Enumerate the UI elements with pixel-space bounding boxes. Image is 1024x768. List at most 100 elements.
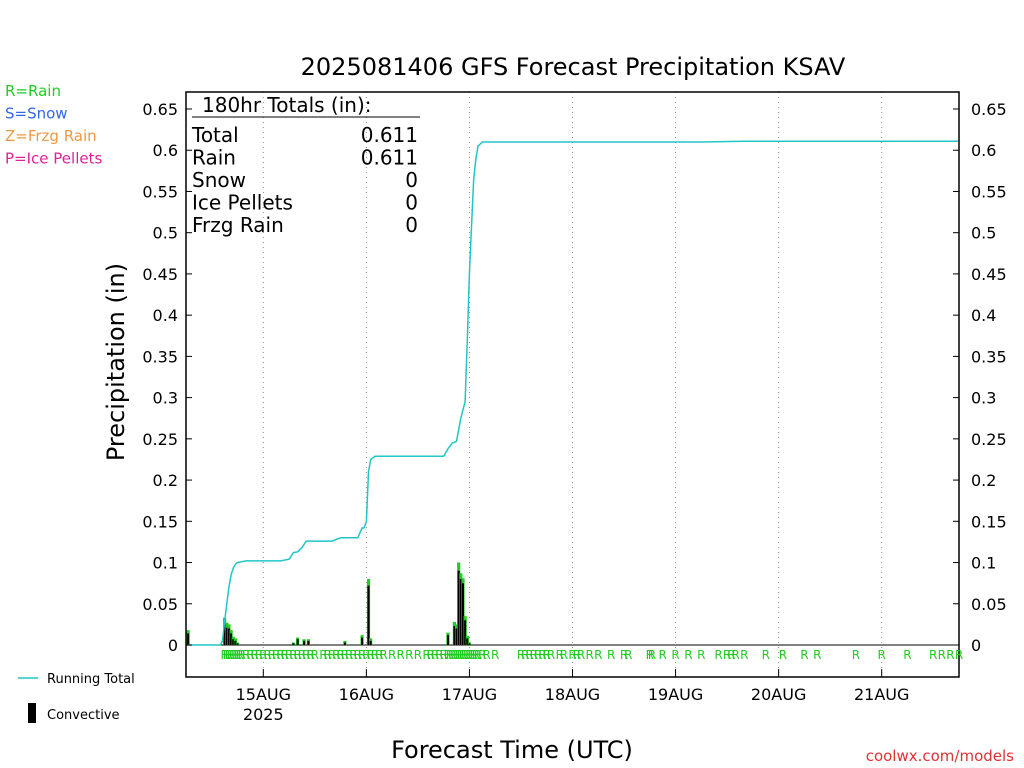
rain-marker: R — [293, 648, 301, 662]
rain-marker: R — [336, 648, 344, 662]
totals-label: Total — [191, 123, 239, 147]
rain-marker: R — [379, 648, 387, 662]
rain-marker: R — [543, 648, 551, 662]
totals-value: 0 — [405, 191, 418, 215]
rain-marker: R — [955, 648, 963, 662]
rain-marker: R — [620, 648, 628, 662]
totals-label: Ice Pellets — [192, 191, 293, 215]
rain-marker: R — [375, 648, 383, 662]
y-tick-label-left: 0.65 — [142, 100, 178, 119]
rain-marker: R — [448, 648, 456, 662]
credit-link[interactable]: coolwx.com/models — [866, 747, 1014, 765]
rain-marker: R — [648, 648, 656, 662]
convective-bar — [296, 639, 299, 645]
rain-marker: R — [259, 648, 267, 662]
y-tick-label-left: 0.2 — [153, 471, 178, 490]
y-tick-label-left: 0.5 — [153, 224, 178, 243]
x-tick-label: 17AUG — [442, 685, 497, 704]
y-tick-label-left: 0.45 — [142, 265, 178, 284]
rain-marker: R — [474, 648, 482, 662]
rain-marker: R — [225, 648, 233, 662]
totals-label: Frzg Rain — [192, 213, 284, 237]
rain-marker: R — [573, 648, 581, 662]
convective-bar — [446, 635, 449, 645]
rain-marker: R — [538, 648, 546, 662]
precip-bars — [186, 562, 472, 645]
running-total-line — [186, 140, 959, 646]
grid-lines — [186, 92, 959, 677]
rain-marker: R — [697, 648, 705, 662]
rain-marker: R — [470, 648, 478, 662]
convective-bar — [303, 640, 306, 645]
rain-marker: R — [231, 648, 239, 662]
rain-marker: R — [450, 648, 458, 662]
rain-marker: R — [444, 648, 452, 662]
rain-marker: R — [594, 648, 602, 662]
rain-marker: R — [646, 648, 654, 662]
rain-marker: R — [354, 648, 362, 662]
rain-marker: R — [779, 648, 787, 662]
convective-bar — [369, 640, 372, 645]
y-tick-label-right: 0.35 — [971, 347, 1007, 366]
precip-type-legend: R=Rain S=Snow Z=Frzg Rain P=Ice Pellets — [5, 82, 102, 168]
totals-header: 180hr Totals (in): — [202, 93, 372, 117]
rain-marker: R — [732, 648, 740, 662]
convective-swatch — [28, 703, 36, 723]
rain-marker: R — [238, 648, 246, 662]
rain-marker: R — [268, 648, 276, 662]
x-tick-label: 19AUG — [648, 685, 703, 704]
precip-type-legend-item: S=Snow — [5, 105, 68, 123]
y-tick-label-right: 0.2 — [971, 471, 996, 490]
y-tick-label-right: 0.45 — [971, 265, 1007, 284]
rain-marker: R — [431, 648, 439, 662]
rain-marker: R — [684, 648, 692, 662]
convective-bar — [464, 620, 467, 645]
convective-bar — [187, 633, 190, 645]
convective-bar — [307, 640, 310, 645]
y-ticks-left: 0 0.05 0.1 0.15 0.2 0.25 0.3 0.35 0.4 0.45 0.5 0.55… — [142, 100, 192, 655]
rain-marker: R — [388, 648, 396, 662]
y-axis-label: Precipitation (in) — [102, 263, 130, 461]
rain-marker: R — [568, 648, 576, 662]
rain-marker: R — [452, 648, 460, 662]
rain-marker: R — [740, 648, 748, 662]
rain-marker: R — [671, 648, 679, 662]
convective-bar — [457, 570, 460, 645]
y-tick-label-left: 0 — [168, 636, 178, 655]
rain-marker: R — [459, 648, 467, 662]
convective-bar — [459, 579, 462, 645]
rain-marker: R — [289, 648, 297, 662]
x-tick-sublabel: 2025 — [243, 705, 284, 724]
rain-marker: R — [727, 648, 735, 662]
rain-marker: R — [525, 648, 533, 662]
rain-marker: R — [577, 648, 585, 662]
rain-marker: R — [227, 648, 235, 662]
rain-marker: R — [358, 648, 366, 662]
rain-marker: R — [560, 648, 568, 662]
rain-marker: R — [800, 648, 808, 662]
x-axis-label: Forecast Time (UTC) — [391, 736, 633, 764]
rain-marker: R — [319, 648, 327, 662]
x-tick-label: 16AUG — [339, 685, 394, 704]
y-tick-label-right: 0.3 — [971, 389, 996, 408]
y-tick-label-left: 0.05 — [142, 595, 178, 614]
y-tick-label-right: 0.6 — [971, 141, 996, 160]
rain-marker: R — [341, 648, 349, 662]
convective-bar — [227, 628, 230, 645]
rain-marker: R — [229, 648, 237, 662]
rain-marker: R — [659, 648, 667, 662]
rain-marker: R — [427, 648, 435, 662]
rain-marker: R — [455, 648, 463, 662]
totals-value: 0.611 — [361, 146, 418, 170]
rain-marker: R — [233, 648, 241, 662]
convective-bar — [361, 637, 364, 645]
rain-marker: R — [236, 648, 244, 662]
rain-marker: R — [534, 648, 542, 662]
rain-marker: R — [555, 648, 563, 662]
rain-marker: R — [345, 648, 353, 662]
rain-marker: R — [482, 648, 490, 662]
rain-marker: R — [903, 648, 911, 662]
y-tick-label-right: 0.1 — [971, 554, 996, 573]
